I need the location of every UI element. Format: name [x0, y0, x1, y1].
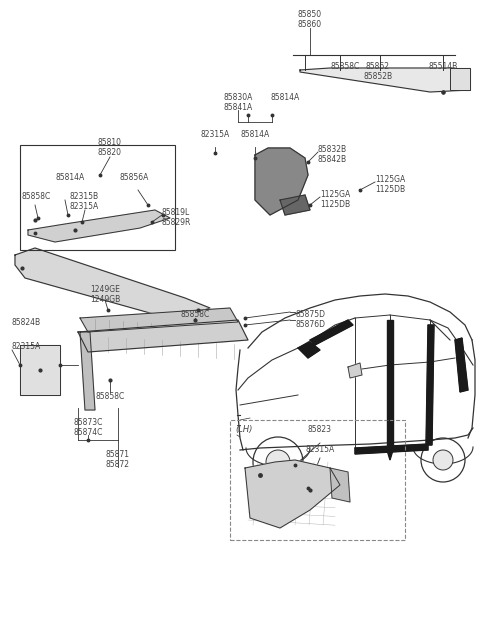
Text: 85823: 85823: [308, 425, 332, 434]
Polygon shape: [245, 460, 340, 528]
Polygon shape: [80, 308, 238, 332]
Polygon shape: [426, 325, 434, 445]
Polygon shape: [387, 320, 393, 445]
Text: 85850
85860: 85850 85860: [298, 10, 322, 29]
Circle shape: [433, 450, 453, 470]
Text: 85862
85852B: 85862 85852B: [363, 62, 393, 81]
Text: (LH): (LH): [235, 425, 252, 434]
Polygon shape: [455, 338, 468, 392]
Text: 82315B
82315A: 82315B 82315A: [70, 192, 99, 211]
Text: 1249GE
1249GB: 1249GE 1249GB: [90, 285, 120, 304]
Text: 85856A: 85856A: [120, 173, 149, 182]
Text: 85832B
85842B: 85832B 85842B: [318, 145, 347, 164]
Polygon shape: [330, 468, 350, 502]
Polygon shape: [300, 68, 470, 92]
Text: 1125GA
1125DB: 1125GA 1125DB: [320, 190, 350, 209]
Polygon shape: [15, 248, 210, 320]
Polygon shape: [387, 450, 393, 460]
Polygon shape: [280, 195, 310, 215]
Text: 85819L
85829R: 85819L 85829R: [162, 208, 192, 227]
Polygon shape: [298, 342, 320, 358]
Text: 1125GA
1125DB: 1125GA 1125DB: [375, 175, 405, 194]
Text: 85814A: 85814A: [240, 130, 270, 139]
Polygon shape: [80, 332, 95, 410]
Polygon shape: [28, 210, 170, 242]
Text: 85871
85872: 85871 85872: [106, 450, 130, 469]
Bar: [230, 420, 405, 540]
Polygon shape: [348, 363, 362, 378]
Bar: [20, 145, 175, 250]
Text: 85814A: 85814A: [55, 173, 84, 182]
Polygon shape: [310, 320, 353, 345]
Text: 85858C: 85858C: [180, 310, 210, 319]
Polygon shape: [255, 148, 308, 215]
Text: 82315A: 82315A: [12, 342, 41, 351]
Text: 85873C
85874C: 85873C 85874C: [73, 418, 103, 437]
Text: 85514B: 85514B: [428, 62, 457, 71]
Text: 85810
85820: 85810 85820: [98, 138, 122, 158]
Text: 85858C: 85858C: [22, 192, 51, 201]
Polygon shape: [355, 444, 428, 454]
Text: 82315A: 82315A: [305, 445, 335, 454]
Polygon shape: [20, 345, 60, 395]
Circle shape: [266, 450, 290, 474]
Polygon shape: [78, 320, 248, 352]
Text: 85858C: 85858C: [96, 392, 125, 401]
Text: 85830A
85841A: 85830A 85841A: [223, 93, 252, 112]
Polygon shape: [308, 340, 320, 352]
Text: 85858C: 85858C: [330, 62, 360, 71]
Text: 82315A: 82315A: [200, 130, 229, 139]
Polygon shape: [450, 68, 470, 90]
Text: 85814A: 85814A: [270, 93, 300, 102]
Text: 85875D
85876D: 85875D 85876D: [295, 310, 325, 329]
Text: 85824B: 85824B: [12, 318, 41, 327]
